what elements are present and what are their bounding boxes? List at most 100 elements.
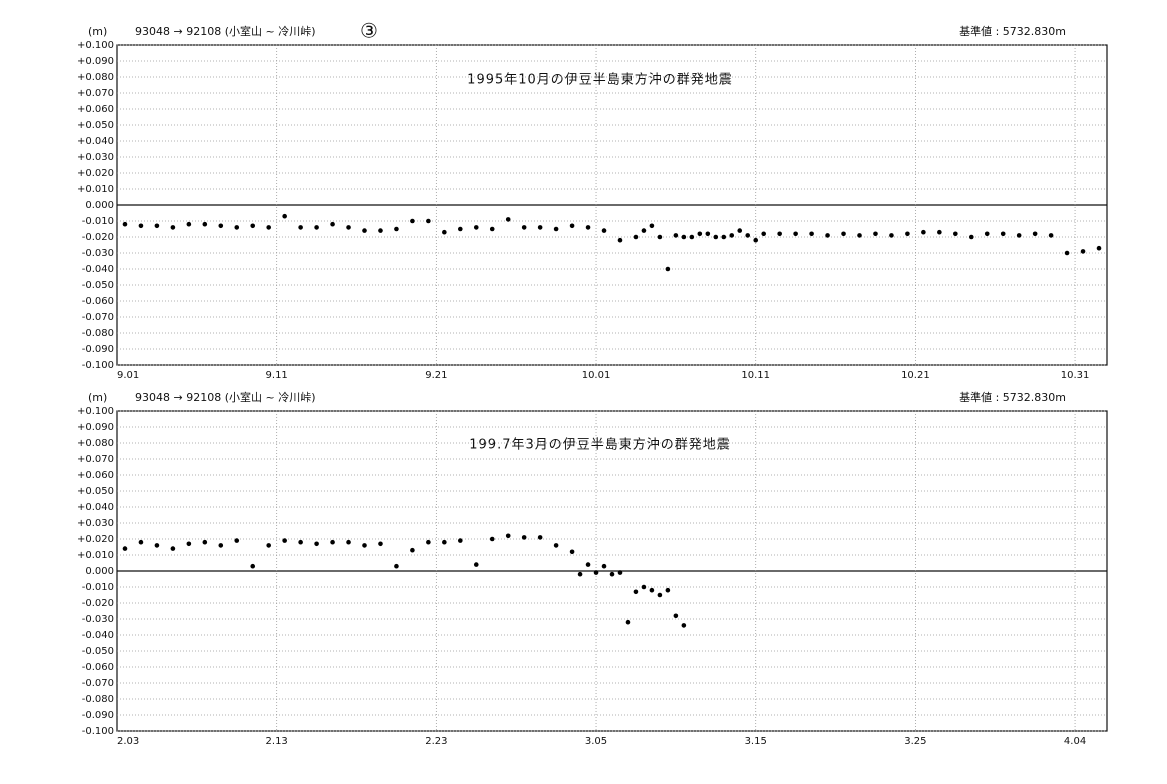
y-tick-label: +0.080 bbox=[77, 438, 114, 449]
point bbox=[138, 539, 144, 545]
y-tick-label: +0.040 bbox=[77, 502, 114, 513]
point bbox=[889, 233, 894, 238]
point bbox=[505, 217, 511, 222]
x-tick-label: 2.03 bbox=[117, 736, 139, 747]
point bbox=[346, 539, 351, 545]
y-tick-label: +0.030 bbox=[77, 152, 114, 163]
x-tick-label: 10.01 bbox=[582, 370, 611, 381]
x-tick-label: 9.01 bbox=[117, 370, 139, 381]
point bbox=[809, 231, 814, 237]
point bbox=[186, 221, 192, 227]
point bbox=[250, 223, 256, 229]
y-tick-label: -0.050 bbox=[82, 646, 114, 657]
point bbox=[1032, 231, 1038, 237]
point bbox=[473, 562, 479, 567]
x-tick-label: 9.21 bbox=[425, 370, 447, 381]
point bbox=[641, 584, 647, 590]
point bbox=[1096, 245, 1102, 251]
point bbox=[777, 231, 782, 237]
y-tick-label: -0.090 bbox=[82, 344, 114, 355]
point bbox=[489, 536, 495, 542]
point bbox=[729, 233, 735, 238]
point bbox=[825, 233, 830, 238]
point bbox=[593, 570, 599, 575]
y-tick-label: -0.080 bbox=[82, 694, 114, 705]
x-tick-label: 9.11 bbox=[266, 370, 288, 381]
point bbox=[857, 233, 862, 238]
y-tick-label: +0.070 bbox=[77, 454, 114, 465]
point bbox=[737, 228, 743, 233]
point bbox=[122, 221, 128, 227]
y-tick-label: +0.070 bbox=[77, 88, 114, 99]
point bbox=[330, 221, 335, 227]
y-tick-label: -0.100 bbox=[82, 726, 114, 737]
point bbox=[553, 226, 559, 232]
point bbox=[673, 233, 679, 238]
y-tick-label: +0.010 bbox=[77, 550, 114, 561]
point bbox=[665, 266, 671, 272]
point bbox=[154, 543, 160, 548]
y-tick-label: +0.100 bbox=[77, 40, 114, 51]
point bbox=[410, 547, 415, 553]
point bbox=[649, 223, 655, 229]
point bbox=[649, 587, 655, 593]
y-tick-label: -0.040 bbox=[82, 630, 114, 641]
point bbox=[968, 234, 974, 240]
x-tick-label: 3.05 bbox=[585, 736, 607, 747]
y-tick-label: +0.030 bbox=[77, 518, 114, 529]
point bbox=[601, 563, 607, 569]
point bbox=[761, 231, 766, 237]
point bbox=[362, 543, 367, 548]
marker: ③ bbox=[360, 19, 378, 43]
x-tick-label: 10.11 bbox=[741, 370, 770, 381]
point bbox=[873, 231, 878, 237]
y-tick-label: -0.070 bbox=[82, 312, 114, 323]
x-tick-label: 10.21 bbox=[901, 370, 930, 381]
point bbox=[489, 226, 495, 232]
point bbox=[984, 231, 990, 237]
y-tick-label: -0.070 bbox=[82, 678, 114, 689]
y-tick-label: +0.090 bbox=[77, 56, 114, 67]
y-tick-label: -0.090 bbox=[82, 710, 114, 721]
y-tick-label: +0.050 bbox=[77, 486, 114, 497]
point bbox=[298, 225, 303, 230]
point bbox=[793, 231, 798, 237]
point bbox=[1016, 233, 1022, 238]
point bbox=[378, 228, 383, 233]
point bbox=[745, 233, 751, 238]
point bbox=[585, 225, 591, 230]
y-tick-label: -0.040 bbox=[82, 264, 114, 275]
point bbox=[569, 549, 575, 555]
y-tick-label: -0.060 bbox=[82, 296, 114, 307]
point bbox=[537, 225, 543, 230]
point bbox=[1080, 249, 1086, 254]
point bbox=[633, 589, 639, 595]
y-tick-label: -0.030 bbox=[82, 248, 114, 259]
point bbox=[202, 221, 208, 227]
point bbox=[537, 535, 543, 540]
route: 93048 → 92108 (小室山 ~ 冷川峠) bbox=[135, 390, 316, 404]
point bbox=[218, 223, 224, 229]
point bbox=[266, 543, 271, 548]
point bbox=[170, 225, 176, 230]
reference: 基準値 : 5732.830m bbox=[959, 24, 1066, 38]
point bbox=[426, 539, 431, 545]
x-tick-label: 10.31 bbox=[1061, 370, 1090, 381]
point bbox=[617, 237, 623, 243]
point bbox=[314, 541, 319, 547]
point bbox=[521, 225, 527, 230]
x-tick-label: 2.23 bbox=[425, 736, 447, 747]
point bbox=[577, 571, 583, 577]
point bbox=[314, 225, 319, 230]
point bbox=[689, 234, 695, 240]
point bbox=[633, 234, 639, 240]
y-tick-label: +0.020 bbox=[77, 534, 114, 545]
point bbox=[202, 539, 208, 545]
point bbox=[394, 226, 399, 232]
point bbox=[458, 538, 463, 543]
point bbox=[609, 571, 615, 577]
y-tick-label: +0.010 bbox=[77, 184, 114, 195]
point bbox=[154, 223, 160, 229]
y-tick-label: -0.030 bbox=[82, 614, 114, 625]
